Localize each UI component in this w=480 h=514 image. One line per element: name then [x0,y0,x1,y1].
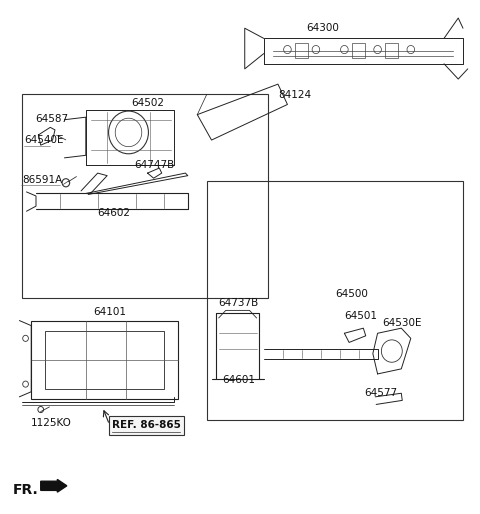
Text: 84124: 84124 [278,90,311,100]
Bar [31,321,179,399]
Text: 1125KO: 1125KO [31,418,72,428]
Text: 64737B: 64737B [219,298,259,308]
Text: 64500: 64500 [335,289,368,299]
Bar [385,43,398,58]
Text: 64747B: 64747B [135,159,175,170]
Text: 64602: 64602 [97,208,131,218]
Text: FR.: FR. [13,483,39,497]
Text: 64300: 64300 [306,23,339,33]
Text: 64540E: 64540E [24,135,64,145]
Text: 64530E: 64530E [383,318,422,328]
Text: REF. 86-865: REF. 86-865 [112,420,180,430]
Bar [207,181,463,420]
FancyArrow shape [41,480,67,492]
Bar [295,43,308,58]
Text: 64501: 64501 [344,311,377,321]
Bar [352,43,365,58]
FancyBboxPatch shape [108,416,183,435]
Bar [46,331,164,389]
Text: 64101: 64101 [93,307,126,317]
Bar [22,94,268,298]
Text: 64577: 64577 [364,389,397,398]
Text: 64601: 64601 [222,375,255,385]
Text: 64587: 64587 [35,114,68,124]
Text: 64502: 64502 [131,98,164,108]
Text: 86591A: 86591A [22,175,62,185]
